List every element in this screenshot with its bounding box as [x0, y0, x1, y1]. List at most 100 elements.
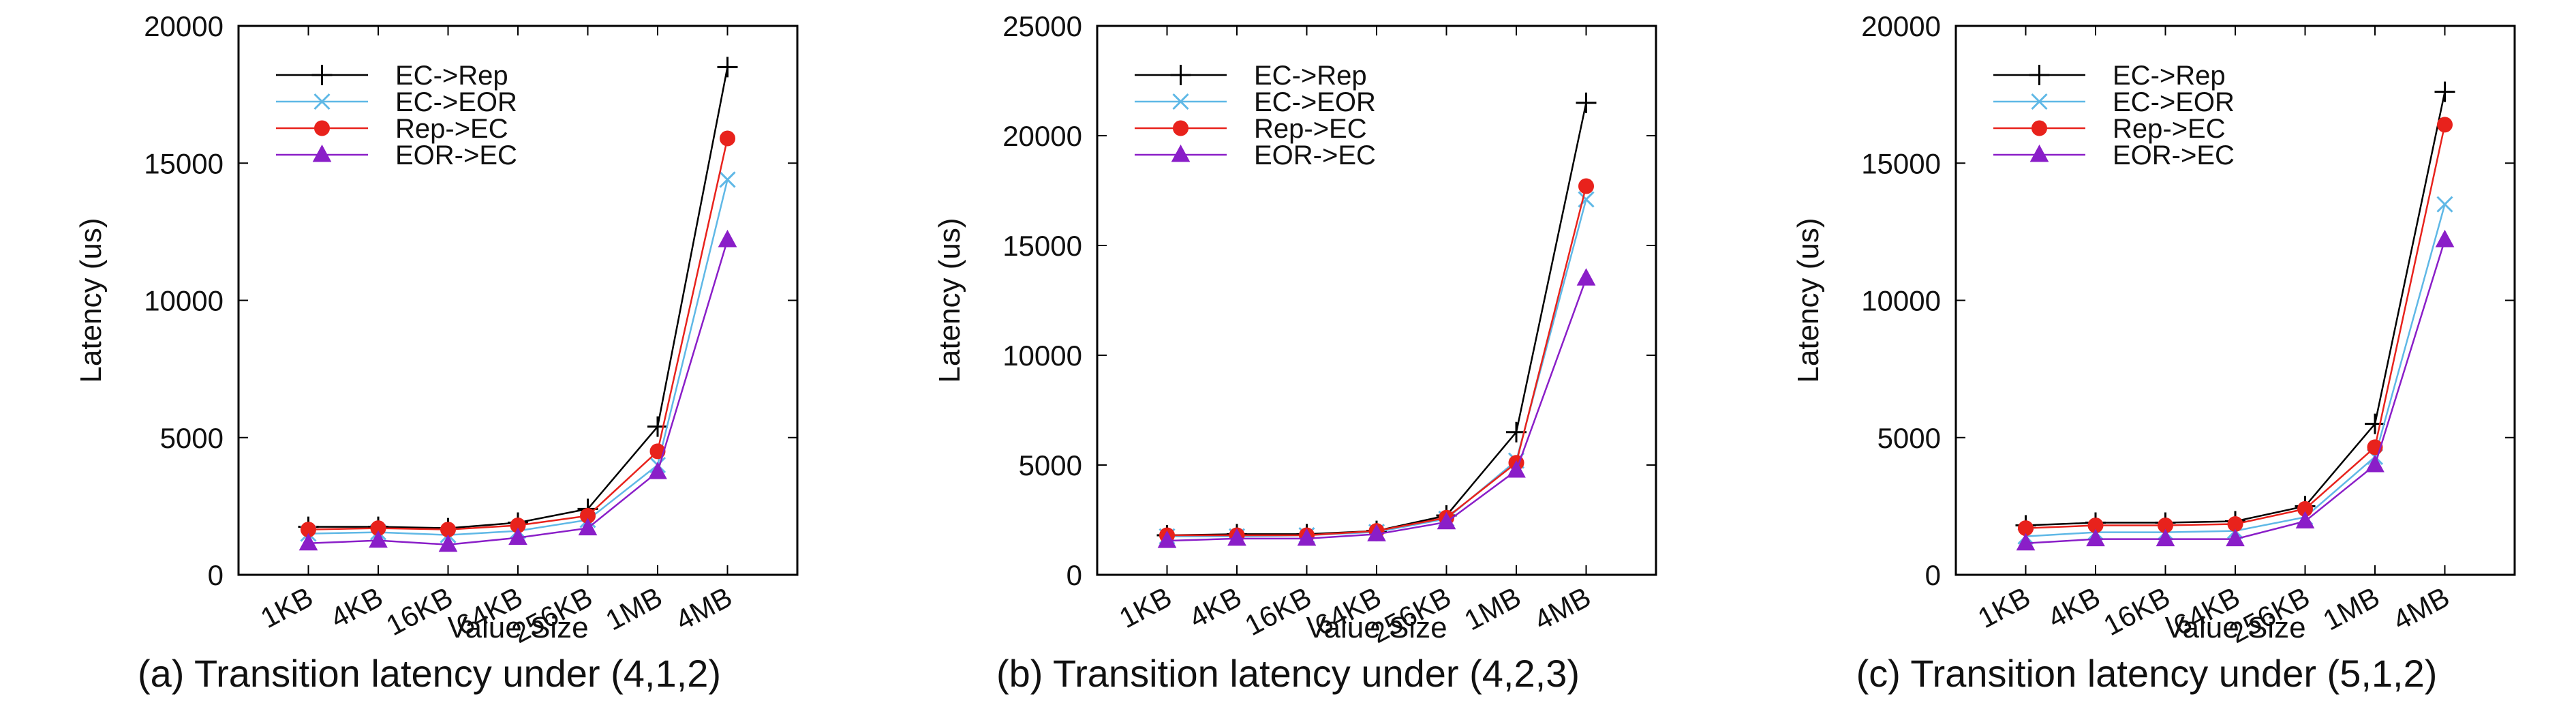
data-point	[717, 57, 738, 78]
data-point	[508, 527, 527, 545]
y-axis-label: Latency (us)	[74, 218, 108, 383]
y-tick-label: 20000	[1861, 10, 1941, 42]
legend-label: Rep->EC	[1254, 114, 1367, 144]
x-axis-label: Value Size	[447, 611, 588, 644]
legend-label: EC->EOR	[1254, 87, 1376, 117]
legend-marker	[1172, 93, 1189, 110]
chart-caption-c: (c) Transition latency under (5,1,2)	[1856, 652, 2438, 695]
data-point	[1437, 511, 1456, 530]
series-ec-rep	[2015, 81, 2455, 536]
legend-label: EOR->EC	[2113, 140, 2235, 170]
legend-item-eor-ec: EOR->EC	[1135, 140, 1376, 170]
data-point	[2016, 533, 2036, 551]
legend-item-rep-ec: Rep->EC	[1993, 114, 2226, 144]
plot-frame	[1096, 25, 1657, 576]
legend-marker	[2029, 144, 2049, 162]
series-eor-ec	[298, 229, 737, 552]
legend-item-ec-rep: EC->Rep	[1993, 61, 2226, 91]
chart-panel-a: 0 5000 10000 15000 20000 1KB 4KB 16KB 64KB 256KB 1…	[0, 0, 859, 703]
legend-marker	[1173, 120, 1189, 136]
chart-caption-a: (a) Transition latency under (4,1,2)	[138, 652, 721, 695]
legend-item-rep-ec: Rep->EC	[1135, 114, 1367, 144]
series-ec-rep	[298, 57, 738, 539]
series-line	[2025, 91, 2446, 526]
data-point	[649, 443, 666, 460]
data-point	[648, 462, 667, 479]
y-tick-label: 10000	[1861, 285, 1941, 317]
legend-label: EOR->EC	[395, 140, 517, 170]
x-tick-label: 4KB	[2042, 580, 2105, 634]
x-tick-label: 1MB	[2318, 580, 2385, 636]
legend-marker	[312, 144, 332, 162]
y-tick-label: 10000	[1002, 340, 1082, 372]
legend-item-rep-ec: Rep->EC	[276, 114, 508, 144]
data-point	[438, 534, 458, 552]
legend-label: EC->EOR	[395, 87, 517, 117]
series-line	[2025, 204, 2446, 537]
series-ec-rep	[1156, 92, 1597, 546]
data-point	[578, 518, 598, 536]
series-ec-eor	[1159, 191, 1595, 545]
legend-marker	[2031, 120, 2047, 136]
x-tick-label: 4MB	[670, 580, 737, 636]
data-point	[298, 533, 318, 551]
series-ec-eor	[2017, 196, 2453, 545]
x-axis-label: Value Size	[1306, 611, 1447, 644]
data-point	[719, 171, 736, 188]
legend-marker	[1170, 65, 1191, 85]
plot-frame	[1954, 25, 2516, 576]
y-tick-label: 20000	[144, 10, 224, 42]
data-point	[1367, 524, 1386, 541]
legend-marker	[311, 65, 333, 85]
legend-marker	[314, 120, 330, 136]
data-point	[1227, 528, 1246, 546]
legend-item-ec-rep: EC->Rep	[276, 61, 508, 91]
y-tick-label: 5000	[1019, 449, 1082, 481]
legend-label: EC->Rep	[395, 61, 508, 91]
legend-label: Rep->EC	[2113, 114, 2226, 144]
series-rep-ec	[1159, 178, 1594, 543]
series-line	[2025, 124, 2446, 529]
x-tick-label: 1KB	[1973, 580, 2036, 634]
y-tick-label: 0	[1067, 559, 1082, 591]
y-tick-label: 0	[1925, 559, 1941, 591]
x-tick-label: 4KB	[325, 580, 388, 634]
chart-panel-c: 0 5000 10000 15000 20000 1KB 4KB 16KB 64KB 256KB 1…	[1717, 0, 2576, 703]
legend-marker	[1171, 144, 1191, 162]
y-tick-label: 15000	[144, 147, 224, 179]
legend-marker	[2031, 93, 2048, 110]
legend-label: EC->Rep	[1254, 61, 1367, 91]
data-point	[2086, 528, 2105, 547]
data-point	[718, 229, 737, 248]
series-line	[1167, 102, 1587, 537]
y-tick-label: 15000	[1861, 147, 1941, 179]
legend-label: EC->Rep	[2113, 61, 2226, 91]
y-tick-label: 25000	[1002, 10, 1082, 42]
data-point	[2156, 528, 2175, 547]
x-tick-label: 4MB	[2387, 580, 2454, 636]
series-rep-ec	[301, 130, 735, 538]
series-line	[1167, 199, 1587, 537]
data-point	[2434, 81, 2455, 102]
x-tick-label: 1MB	[600, 580, 667, 636]
legend-item-eor-ec: EOR->EC	[1993, 140, 2235, 170]
chart-caption-b: (b) Transition latency under (4,2,3)	[996, 652, 1580, 695]
y-axis-label: Latency (us)	[1792, 218, 1825, 383]
series-eor-ec	[2016, 229, 2455, 551]
x-tick-label: 16KB	[2098, 580, 2175, 642]
data-point	[1507, 460, 1526, 478]
series-ec-eor	[300, 171, 736, 543]
x-tick-label: 4MB	[1529, 580, 1595, 636]
data-point	[2365, 413, 2385, 434]
legend-marker	[313, 93, 331, 110]
legend-item-ec-eor: EC->EOR	[1993, 87, 2235, 117]
y-tick-label: 5000	[160, 422, 224, 454]
legend-item-ec-eor: EC->EOR	[1135, 87, 1376, 117]
legend-item-ec-eor: EC->EOR	[276, 87, 517, 117]
data-point	[1576, 268, 1596, 286]
data-point	[2226, 528, 2245, 547]
data-point	[1578, 178, 1594, 194]
